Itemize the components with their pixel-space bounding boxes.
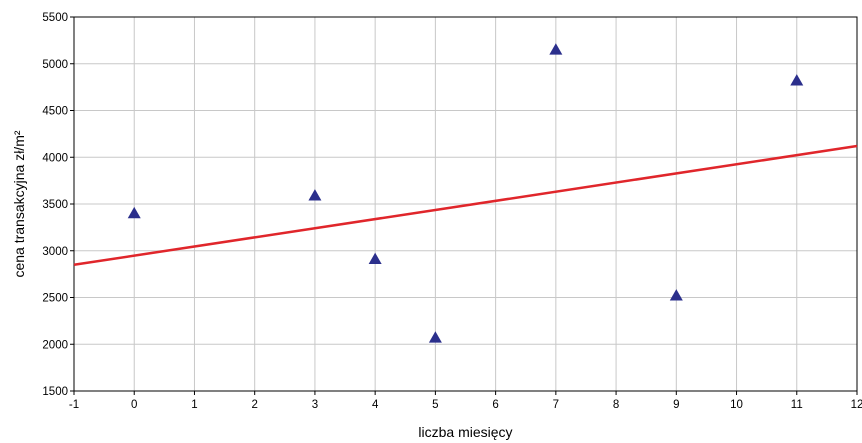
trend-line [73,144,858,267]
y-axis-label: cena transakcyjna zł/m² [11,130,27,277]
x-tick-label: 2 [251,399,257,411]
x-axis-label: liczba miesięcy [418,424,512,440]
grid-lines [74,17,857,391]
data-point-triangle [368,252,382,265]
data-point-triangle [790,74,804,86]
y-tick-label: 1500 [42,386,68,398]
x-tick-label: 9 [673,399,679,411]
x-tick-label: 12 [851,399,862,411]
data-point-triangle [308,189,322,201]
x-tick-label: 6 [492,399,498,411]
y-tick-label: 4500 [42,106,68,118]
x-tick-label: 11 [791,399,803,411]
y-axis-ticks: 1500 2000 2500 3000 3500 4000 4500 5000 5500 [42,12,74,398]
plot-frame [73,16,858,392]
data-point-triangle [428,331,442,343]
data-points [127,43,804,343]
y-tick-label: 4000 [42,152,68,164]
x-axis-ticks: -1 0 1 2 3 4 5 6 7 8 9 10 11 12 [69,391,862,411]
x-tick-label: 3 [312,399,318,411]
x-tick-label: 0 [131,399,137,411]
y-tick-label: 5000 [42,59,68,71]
x-tick-label: -1 [69,399,79,411]
x-tick-label: 7 [553,399,559,411]
x-tick-label: 1 [191,399,197,411]
data-point-triangle [549,43,563,55]
x-tick-label: 5 [432,399,438,411]
y-tick-label: 5500 [42,12,68,24]
y-tick-label: 3500 [42,199,68,211]
y-tick-label: 3000 [42,246,68,258]
data-point-triangle [669,289,683,301]
x-tick-label: 10 [730,399,743,411]
y-tick-label: 2500 [42,293,68,305]
y-tick-label: 2000 [42,339,68,351]
x-tick-label: 8 [613,399,619,411]
x-tick-label: 4 [372,399,379,411]
data-point-triangle [127,206,141,219]
